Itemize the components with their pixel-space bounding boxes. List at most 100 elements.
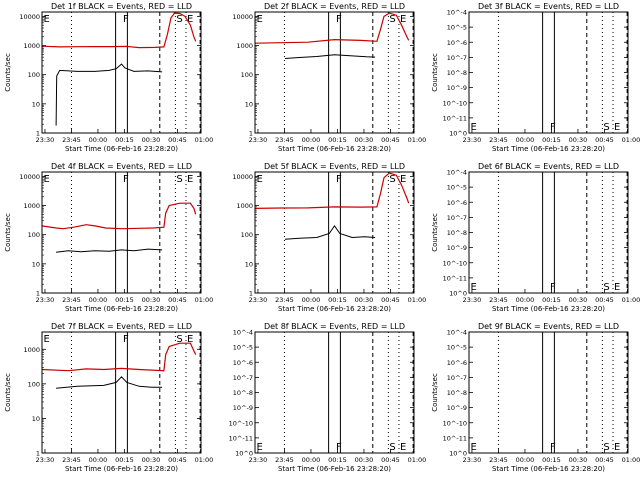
x-tick-label: 00:00	[516, 136, 535, 144]
y-axis-label: Counts/sec	[431, 213, 439, 252]
x-tick-label: 00:30	[569, 296, 588, 304]
marker-label: F	[123, 14, 129, 25]
y-tick-label: 10^-8	[233, 389, 253, 397]
series-line-events	[56, 248, 163, 253]
panel-det-3f: Det 3f BLACK = Events, RED = LLD 10^0 10^-…	[431, 2, 640, 153]
x-tick-label: 23:45	[275, 296, 294, 304]
marker-label: S	[176, 14, 182, 25]
series-line-lld	[42, 12, 197, 49]
y-tick-label: 10	[245, 100, 253, 108]
x-tick-label: 23:45	[489, 456, 508, 464]
marker-label: E	[256, 442, 262, 453]
marker-label: E	[470, 442, 476, 453]
y-tick-label: 1000	[23, 202, 40, 210]
panel-title: Det 6f BLACK = Events, RED = LLD	[478, 162, 619, 171]
panel-det-5f: Det 5f BLACK = Events, RED = LLD 1 10 100 10…	[232, 162, 426, 313]
y-tick-label: 10	[32, 415, 40, 423]
marker-label: E	[187, 334, 193, 345]
y-axis-label: Counts/sec	[4, 213, 12, 252]
x-tick-label: 00:45	[595, 296, 614, 304]
marker-label: S	[176, 334, 182, 345]
x-tick-label: 23:30	[463, 296, 482, 304]
x-tick-label: 00:45	[381, 296, 400, 304]
marker-label: F	[336, 174, 342, 185]
x-tick-label: 00:00	[516, 456, 535, 464]
x-tick-label: 01:00	[195, 456, 214, 464]
y-tick-label: 10^-7	[447, 54, 467, 62]
y-tick-label: 10^-5	[447, 184, 467, 192]
panel-det-1f: Det 1f BLACK = Events, RED = LLD 1 10 100 10…	[4, 2, 213, 153]
y-tick-label: 10000	[19, 173, 40, 181]
y-tick-label: 10	[245, 260, 253, 268]
y-axis-label: Counts/sec	[4, 53, 12, 92]
y-tick-label: 1	[36, 130, 40, 138]
x-tick-label: 23:45	[62, 296, 81, 304]
panel-det-8f: Det 8f BLACK = Events, RED = LLD 10^0 10^-…	[229, 322, 427, 473]
panel-title: Det 9f BLACK = Events, RED = LLD	[478, 322, 619, 331]
x-axis-label: Start Time (06-Feb-16 23:28:20)	[65, 305, 178, 313]
x-tick-label: 00:15	[542, 456, 561, 464]
y-tick-label: 10000	[232, 13, 253, 21]
x-tick-label: 00:45	[381, 456, 400, 464]
y-tick-label: 10^-8	[447, 229, 467, 237]
panel-title: Det 4f BLACK = Events, RED = LLD	[51, 162, 192, 171]
x-tick-label: 01:00	[622, 456, 640, 464]
x-tick-label: 01:00	[622, 136, 640, 144]
marker-label: E	[256, 14, 262, 25]
y-tick-label: 10^-5	[233, 344, 253, 352]
y-tick-label: 1	[249, 130, 253, 138]
y-tick-label: 1	[36, 290, 40, 298]
y-tick-label: 10^-11	[443, 274, 467, 282]
y-tick-label: 10^-5	[447, 24, 467, 32]
y-tick-label: 10^-9	[447, 404, 467, 412]
y-tick-label: 100	[241, 71, 253, 79]
y-tick-label: 100	[28, 380, 40, 388]
x-tick-label: 00:45	[595, 456, 614, 464]
marker-label: S	[603, 442, 609, 453]
x-tick-label: 00:15	[115, 456, 134, 464]
y-tick-label: 10^-7	[447, 214, 467, 222]
panel-title: Det 5f BLACK = Events, RED = LLD	[264, 162, 405, 171]
y-tick-label: 1	[249, 290, 253, 298]
marker-label: E	[256, 174, 262, 185]
x-tick-label: 01:00	[195, 136, 214, 144]
x-tick-label: 00:30	[569, 136, 588, 144]
y-tick-label: 10^-6	[447, 359, 467, 367]
x-tick-label: 00:15	[115, 296, 134, 304]
x-tick-label: 00:15	[115, 136, 134, 144]
y-tick-label: 10000	[232, 173, 253, 181]
x-tick-label: 23:30	[249, 136, 268, 144]
y-tick-label: 100	[241, 231, 253, 239]
x-tick-label: 00:30	[355, 456, 374, 464]
y-tick-label: 10^-4	[447, 329, 467, 337]
series-line-lld	[255, 12, 410, 44]
x-axis-label: Start Time (06-Feb-16 23:28:20)	[278, 305, 391, 313]
marker-label: S	[389, 442, 395, 453]
x-tick-label: 00:00	[89, 456, 108, 464]
y-tick-label: 1000	[236, 202, 253, 210]
y-tick-label: 10^-4	[233, 329, 253, 337]
plot-frame	[468, 11, 629, 134]
x-tick-label: 00:00	[302, 296, 321, 304]
y-tick-label: 100	[28, 231, 40, 239]
x-tick-label: 00:00	[302, 456, 321, 464]
marker-label: E	[43, 334, 49, 345]
y-axis-label: Counts/sec	[4, 373, 12, 412]
plot-frame	[254, 171, 415, 294]
y-tick-label: 10^-10	[229, 419, 253, 427]
marker-label: E	[187, 174, 193, 185]
x-tick-label: 00:15	[328, 456, 347, 464]
y-tick-label: 10^-9	[233, 404, 253, 412]
x-axis-label: Start Time (06-Feb-16 23:28:20)	[278, 145, 391, 153]
marker-label: F	[550, 442, 556, 453]
series-line-events	[56, 376, 163, 389]
x-axis-label: Start Time (06-Feb-16 23:28:20)	[492, 145, 605, 153]
panel-det-7f: Det 7f BLACK = Events, RED = LLD 1 10 100 10…	[4, 322, 213, 473]
marker-label: E	[470, 282, 476, 293]
y-tick-label: 10^-7	[233, 374, 253, 382]
y-tick-label: 10	[32, 260, 40, 268]
x-tick-label: 00:45	[595, 136, 614, 144]
marker-label: E	[400, 174, 406, 185]
x-tick-label: 00:15	[328, 136, 347, 144]
